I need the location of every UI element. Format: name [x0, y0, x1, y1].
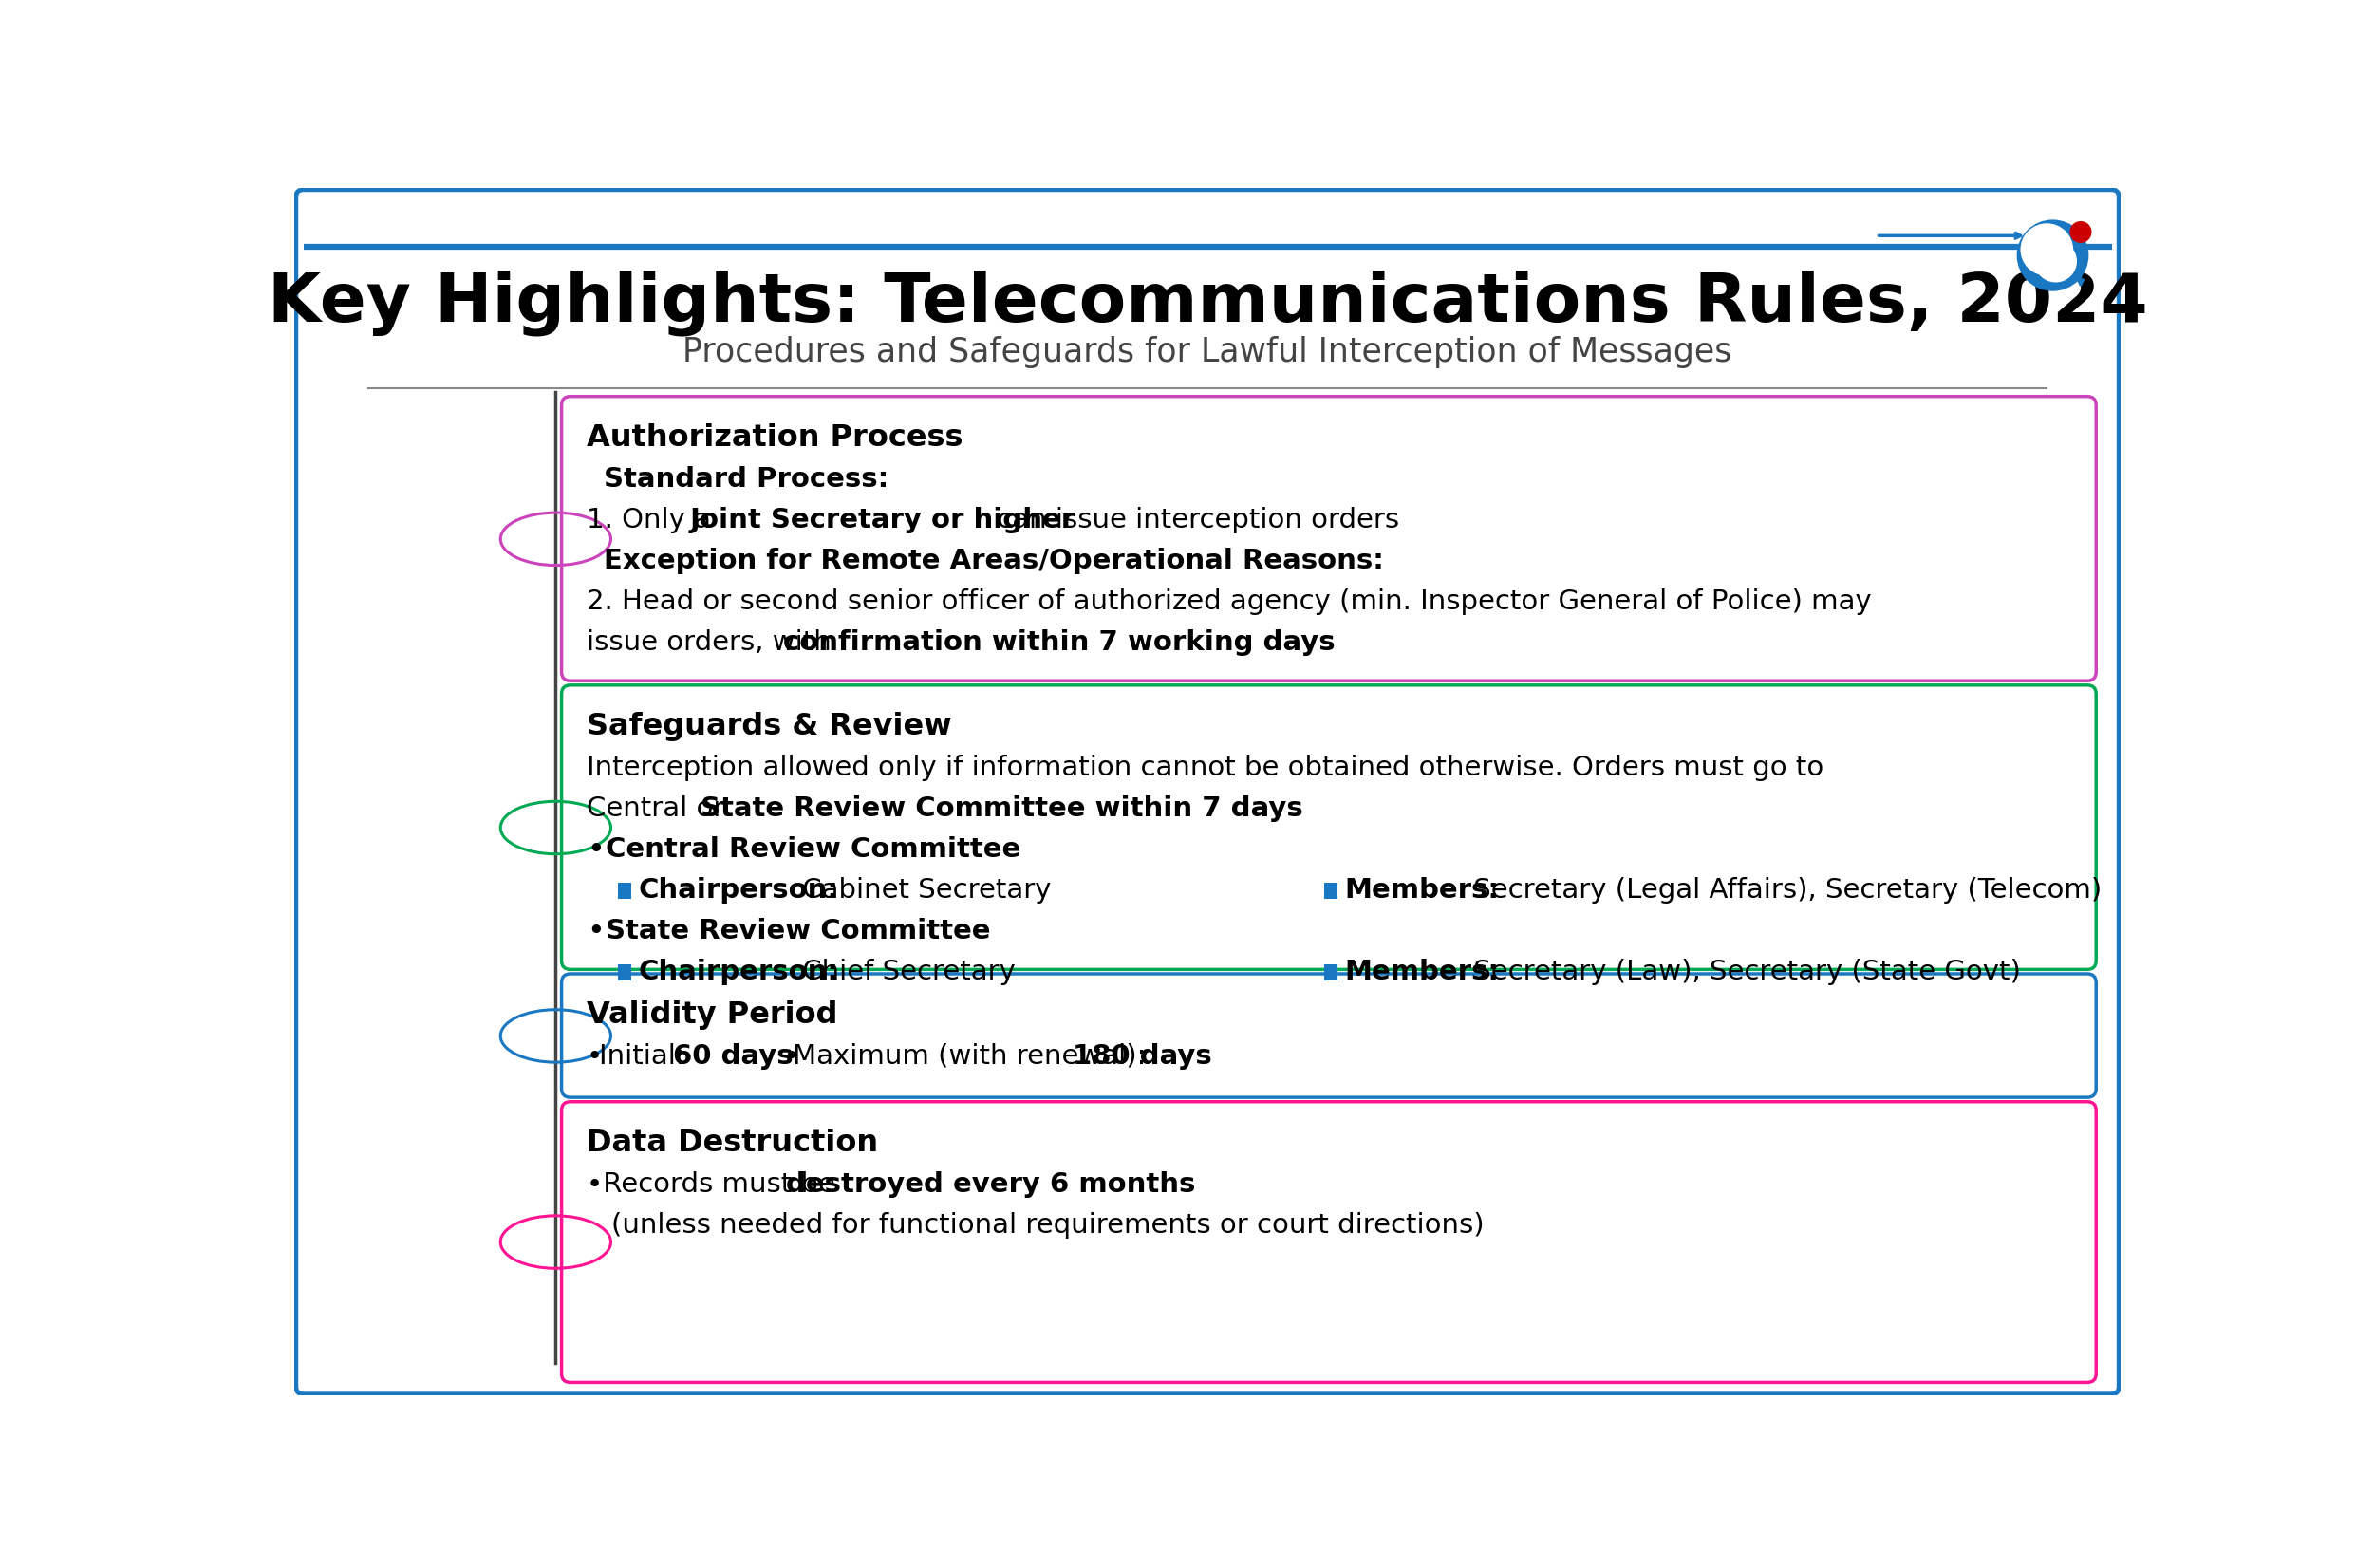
Bar: [1324, 964, 1338, 980]
Text: (unless needed for functional requirements or court directions): (unless needed for functional requiremen…: [610, 1212, 1484, 1239]
Text: Central or: Central or: [587, 795, 733, 822]
Text: •: •: [766, 1043, 799, 1069]
Bar: [617, 964, 631, 980]
Text: •Records must be: •Records must be: [587, 1171, 843, 1198]
Text: •: •: [587, 834, 605, 864]
FancyBboxPatch shape: [561, 974, 2097, 1098]
Circle shape: [2021, 224, 2073, 274]
Text: Key Highlights: Telecommunications Rules, 2024: Key Highlights: Telecommunications Rules…: [266, 270, 2149, 336]
Text: Secretary (Legal Affairs), Secretary (Telecom): Secretary (Legal Affairs), Secretary (Te…: [1463, 877, 2102, 903]
Text: confirmation within 7 working days: confirmation within 7 working days: [782, 629, 1336, 655]
FancyBboxPatch shape: [297, 190, 2118, 1394]
Text: Central Review Committee: Central Review Committee: [605, 836, 1020, 862]
FancyBboxPatch shape: [561, 397, 2097, 681]
Bar: [617, 883, 631, 898]
Text: Members:: Members:: [1345, 877, 1498, 903]
Text: State Review Committee within 7 days: State Review Committee within 7 days: [700, 795, 1303, 822]
Bar: [1324, 883, 1338, 898]
Text: Exception for Remote Areas/Operational Reasons:: Exception for Remote Areas/Operational R…: [603, 547, 1383, 574]
Text: Procedures and Safeguards for Lawful Interception of Messages: Procedures and Safeguards for Lawful Int…: [683, 336, 1732, 368]
Text: Initial:: Initial:: [598, 1043, 695, 1069]
Text: Cabinet Secretary: Cabinet Secretary: [794, 877, 1051, 903]
Circle shape: [2017, 221, 2087, 290]
Text: destroyed every 6 months: destroyed every 6 months: [787, 1171, 1194, 1198]
Text: Authorization Process: Authorization Process: [587, 423, 964, 453]
FancyBboxPatch shape: [561, 1102, 2097, 1383]
Circle shape: [2036, 241, 2076, 282]
Text: 1. Only a: 1. Only a: [587, 506, 719, 533]
Text: can issue interception orders: can issue interception orders: [990, 506, 1399, 533]
Text: Chairperson:: Chairperson:: [638, 960, 839, 986]
FancyBboxPatch shape: [561, 685, 2097, 969]
Text: Members:: Members:: [1345, 960, 1498, 986]
Text: Chief Secretary: Chief Secretary: [794, 960, 1015, 986]
Text: Secretary (Law), Secretary (State Govt): Secretary (Law), Secretary (State Govt): [1463, 960, 2021, 986]
Text: Interception allowed only if information cannot be obtained otherwise. Orders mu: Interception allowed only if information…: [587, 754, 1824, 781]
Text: •: •: [587, 917, 605, 946]
Circle shape: [2071, 221, 2092, 241]
Text: Data Destruction: Data Destruction: [587, 1129, 879, 1159]
Text: issue orders, with: issue orders, with: [587, 629, 841, 655]
Text: Safeguards & Review: Safeguards & Review: [587, 712, 952, 742]
Text: Chairperson:: Chairperson:: [638, 877, 839, 903]
Text: 2. Head or second senior officer of authorized agency (min. Inspector General of: 2. Head or second senior officer of auth…: [587, 588, 1871, 615]
Text: Standard Process:: Standard Process:: [603, 466, 888, 492]
Text: Validity Period: Validity Period: [587, 1000, 839, 1030]
Text: State Review Committee: State Review Committee: [605, 919, 990, 944]
Text: Joint Secretary or higher: Joint Secretary or higher: [690, 506, 1074, 533]
Text: •: •: [587, 1043, 603, 1069]
Text: Maximum (with renewal):: Maximum (with renewal):: [792, 1043, 1154, 1069]
Text: 60 days: 60 days: [674, 1043, 794, 1069]
Text: 180 days: 180 days: [1072, 1043, 1213, 1069]
